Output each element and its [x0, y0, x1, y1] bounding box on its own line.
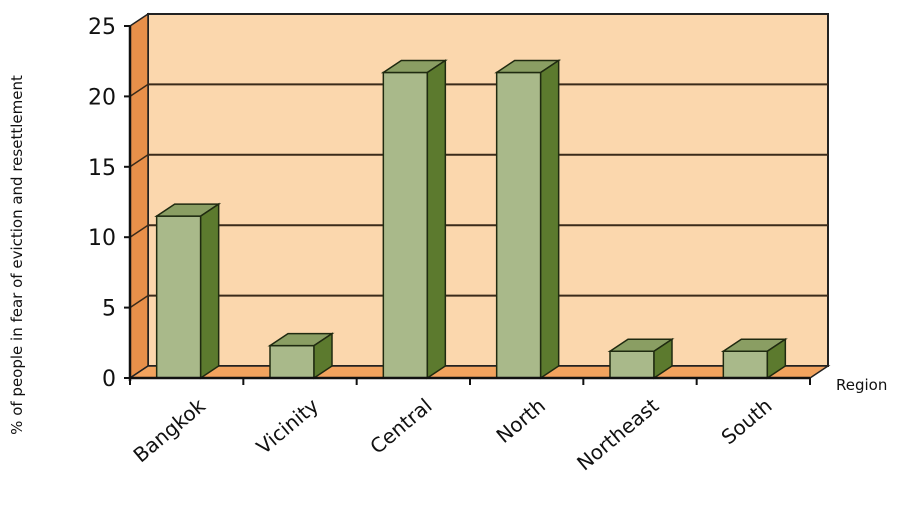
bar — [154, 202, 222, 380]
bar-side — [426, 59, 447, 380]
bar-front — [495, 71, 542, 379]
x-category-label: Bangkok — [129, 393, 211, 467]
x-category-label: North — [492, 393, 550, 447]
y-tick-label: 15 — [88, 156, 116, 181]
gridline-side — [129, 224, 149, 238]
bar — [494, 59, 562, 380]
bar — [607, 337, 675, 380]
x-category-label: South — [717, 393, 777, 449]
x-category-label: Central — [365, 393, 436, 458]
bar-side — [313, 332, 333, 380]
gridline-side — [129, 154, 149, 168]
gridline-side — [129, 83, 149, 98]
x-category-label: Vicinity — [252, 393, 324, 459]
gridline-side — [129, 294, 149, 309]
bar-front — [382, 71, 429, 379]
y-tick-label: 20 — [88, 85, 116, 110]
x-category-labels: Bangkok Vicinity Central North Northeast Sout… — [129, 393, 777, 475]
plot-area — [127, 12, 831, 380]
y-tick-label: 25 — [88, 15, 116, 40]
x-category-label: Northeast — [572, 393, 663, 475]
bar-front — [722, 350, 769, 379]
axes — [124, 25, 811, 385]
bar — [267, 332, 335, 380]
bar-front — [609, 350, 655, 379]
y-tick-label: 0 — [102, 367, 116, 392]
bar-front — [155, 215, 202, 379]
bar-side — [766, 337, 787, 380]
side-wall — [129, 12, 149, 380]
bar-side — [653, 337, 673, 380]
bar — [720, 337, 788, 380]
x-axis-title: Region — [836, 376, 887, 394]
gridlines — [129, 83, 828, 309]
y-axis-title: % of people in fear of eviction and rese… — [8, 75, 26, 435]
bars — [154, 59, 788, 380]
bar — [380, 59, 448, 380]
bar-side — [539, 59, 560, 380]
bar-front — [269, 344, 315, 379]
bar-side — [199, 202, 220, 380]
y-tick-labels: 0 5 10 15 20 25 — [88, 15, 116, 392]
y-tick-label: 10 — [88, 226, 116, 251]
y-tick-label: 5 — [102, 297, 116, 322]
back-wall — [147, 13, 829, 367]
